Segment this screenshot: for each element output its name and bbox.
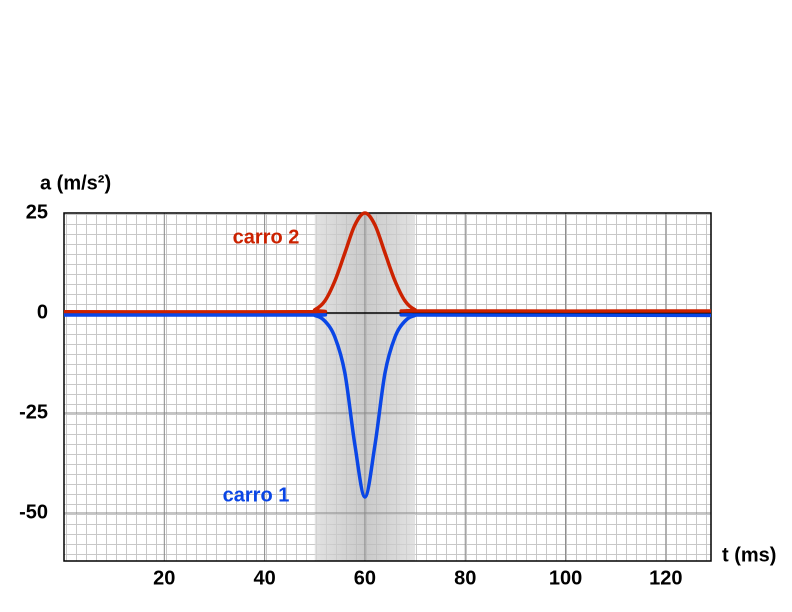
plot-frame xyxy=(63,212,712,562)
y-tick-label: -50 xyxy=(19,501,48,523)
y-tick-label: 25 xyxy=(26,201,48,223)
x-tick-label: 40 xyxy=(253,567,275,589)
line xyxy=(63,211,712,314)
x-tick-label: 60 xyxy=(354,567,376,589)
x-tick-label: 120 xyxy=(649,567,682,589)
y-tick-label: -25 xyxy=(19,401,48,423)
y-axis-label: a (m/s²) xyxy=(40,172,111,194)
x-tick-label: 100 xyxy=(549,567,582,589)
series-label: carro 1 xyxy=(223,484,290,506)
x-tick-label: 20 xyxy=(153,567,175,589)
series-label: carro 2 xyxy=(233,226,300,248)
x-axis-label: t (ms) xyxy=(722,544,776,566)
x-tick-label: 80 xyxy=(454,567,476,589)
y-tick-label: 0 xyxy=(37,301,48,323)
line xyxy=(63,313,712,499)
